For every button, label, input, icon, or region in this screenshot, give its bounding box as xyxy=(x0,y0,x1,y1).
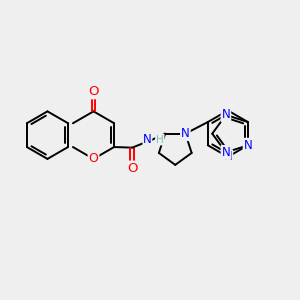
Text: N: N xyxy=(221,108,230,122)
Text: O: O xyxy=(88,152,98,165)
Text: N: N xyxy=(244,139,252,152)
Text: N: N xyxy=(224,150,232,163)
Text: N: N xyxy=(221,146,230,159)
Text: H: H xyxy=(156,135,164,145)
Text: O: O xyxy=(88,85,99,98)
Text: N: N xyxy=(181,127,190,140)
Text: O: O xyxy=(127,162,137,175)
Text: N: N xyxy=(143,133,152,146)
